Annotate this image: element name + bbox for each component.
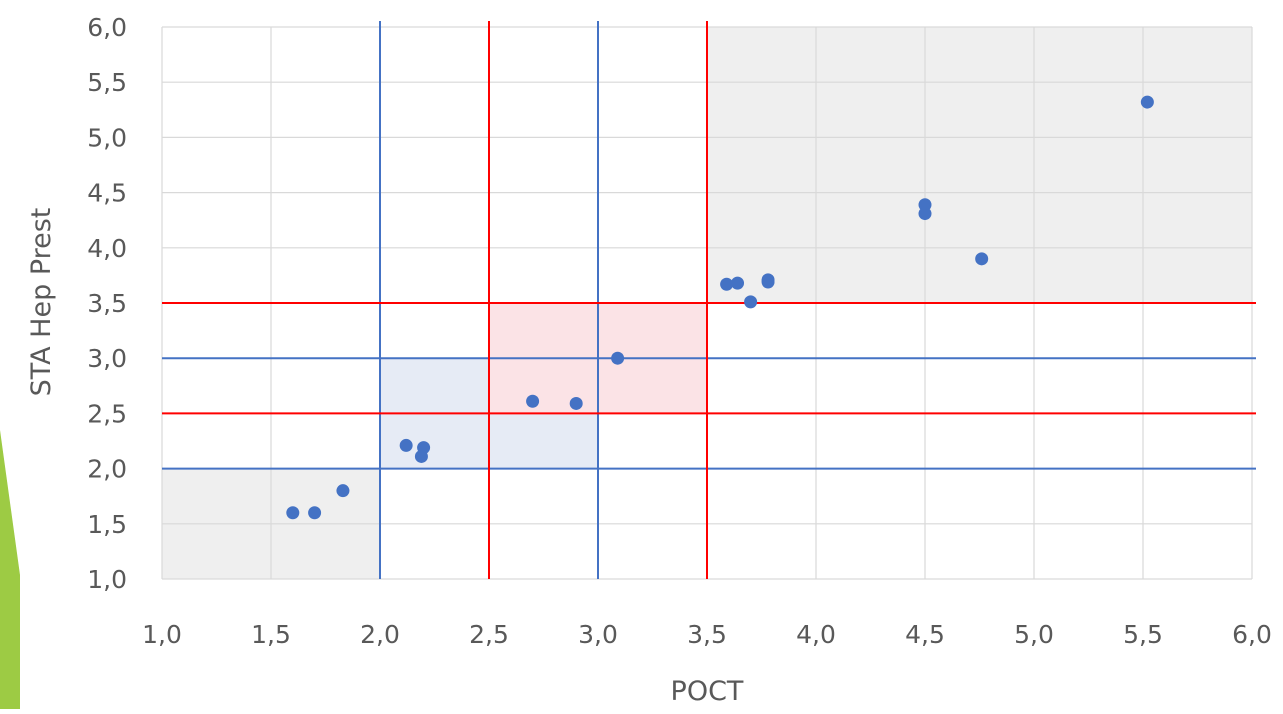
y-tick-label: 3,0	[87, 344, 127, 373]
data-point-0-13	[761, 273, 775, 287]
data-point-0-5	[414, 449, 428, 463]
x-tick-label: 2,0	[360, 620, 400, 649]
data-points	[286, 95, 1154, 520]
y-tick-label: 6,0	[87, 13, 127, 42]
data-point-0-16	[975, 252, 989, 266]
data-point-0-0	[286, 506, 300, 520]
data-point-0-17	[1140, 95, 1154, 109]
data-point-0-7	[569, 396, 583, 410]
data-point-0-3	[399, 438, 413, 452]
x-tick-label: 2,5	[469, 620, 509, 649]
x-tick-label: 1,0	[142, 620, 182, 649]
y-tick-label: 1,0	[87, 565, 127, 594]
y-tick-label: 3,5	[87, 289, 127, 318]
y-tick-label: 2,5	[87, 399, 127, 428]
data-point-0-11	[744, 295, 758, 309]
y-tick-label: 5,5	[87, 68, 127, 97]
y-tick-labels: 1,0 1,5 2,0 2,5 3,0 3,5 4,0 4,5 5,0 5,5 6,0	[87, 13, 127, 594]
data-point-0-9	[720, 277, 734, 291]
data-point-0-6	[526, 394, 540, 408]
data-point-0-15	[918, 207, 932, 221]
x-tick-label: 3,0	[578, 620, 618, 649]
y-tick-label: 5,0	[87, 123, 127, 152]
x-tick-label: 4,5	[905, 620, 945, 649]
x-tick-label: 4,0	[796, 620, 836, 649]
x-tick-label: 6,0	[1232, 620, 1272, 649]
y-axis-title: STA Hep Prest	[26, 208, 57, 397]
y-tick-label: 4,0	[87, 234, 127, 263]
reference-lines	[162, 21, 1256, 579]
data-point-0-8	[611, 351, 625, 365]
x-tick-label: 3,5	[687, 620, 727, 649]
data-point-0-10	[731, 276, 745, 290]
x-tick-labels: 1,0 1,5 2,0 2,5 3,0 3,5 4,0 4,5 5,0 5,5 6,0	[142, 620, 1272, 649]
y-tick-label: 2,0	[87, 455, 127, 484]
green-accent-shape	[0, 430, 20, 709]
data-point-0-1	[308, 506, 322, 520]
x-axis-title: POCT	[671, 676, 744, 707]
x-tick-label: 5,0	[1014, 620, 1054, 649]
data-point-0-2	[336, 484, 350, 498]
y-tick-label: 4,5	[87, 179, 127, 208]
x-tick-label: 1,5	[251, 620, 291, 649]
x-tick-label: 5,5	[1123, 620, 1163, 649]
y-tick-label: 1,5	[87, 510, 127, 539]
